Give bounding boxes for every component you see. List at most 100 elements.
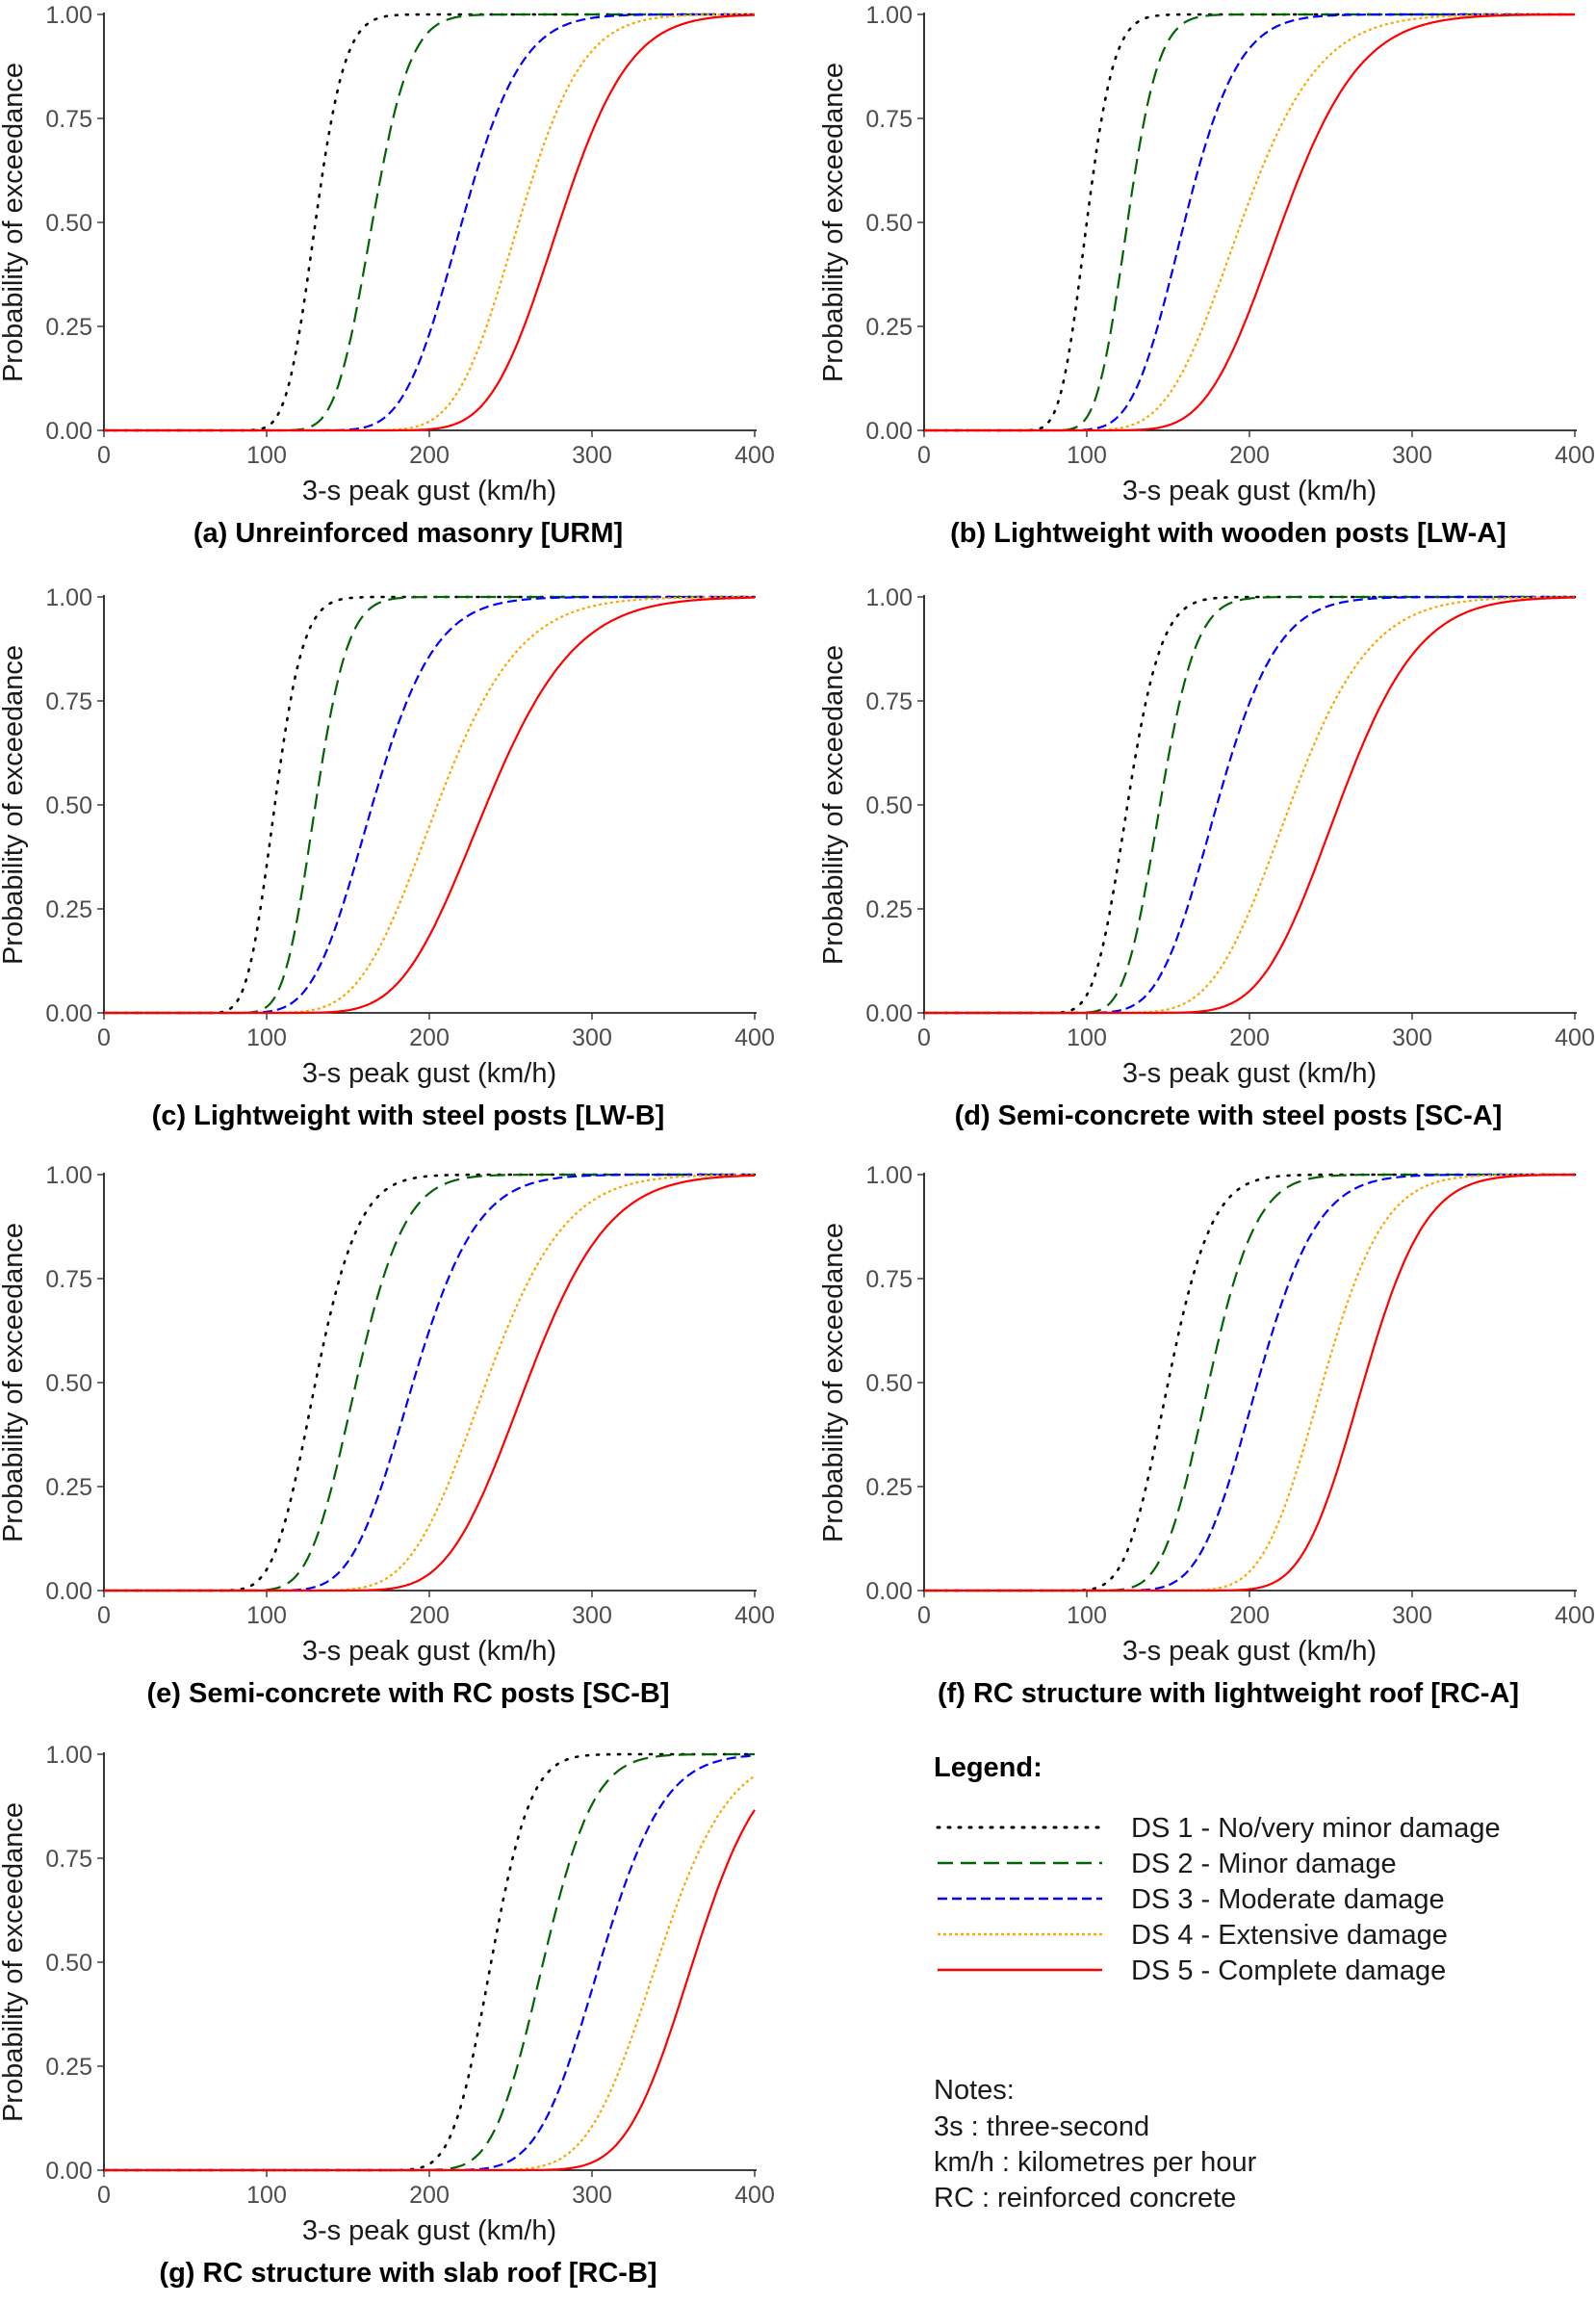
curve-ds3 xyxy=(924,595,1575,1015)
y-tick-label: 0.75 xyxy=(45,688,92,715)
x-axis-title: 3-s peak gust (km/h) xyxy=(302,476,556,506)
x-tick-label: 0 xyxy=(97,1602,111,1629)
legend-label-ds1: DS 1 - No/very minor damage xyxy=(1131,1813,1501,1844)
curve-ds1 xyxy=(102,595,757,1015)
x-tick-label: 300 xyxy=(572,442,612,469)
x-tick-label: 200 xyxy=(1229,1602,1270,1629)
x-tick-label: 0 xyxy=(917,1024,931,1051)
chart-panel-d: 0.00 0.25 0.50 0.75 1.00 0 100 200 300 400 3-s pea… xyxy=(818,584,1595,1131)
curve-ds3 xyxy=(104,1173,755,1592)
legend-items: DS 1 - No/very minor damage DS 2 - Minor … xyxy=(936,1813,1501,1986)
chart-panel-e: 0.00 0.25 0.50 0.75 1.00 0 100 200 300 400 3-s pea… xyxy=(0,1162,775,1709)
y-tick-label: 0.25 xyxy=(45,314,92,341)
y-tick-label: 1.00 xyxy=(865,2,913,29)
x-tick-label: 200 xyxy=(409,2182,450,2209)
curve-ds1 xyxy=(102,13,757,432)
x-axis-title: 3-s peak gust (km/h) xyxy=(302,2215,556,2246)
panel-title: (f) RC structure with lightweight roof [… xyxy=(938,1678,1519,1709)
y-tick-label: 1.00 xyxy=(45,2,92,29)
curve-ds5 xyxy=(924,1173,1575,1592)
curve-ds4 xyxy=(924,1173,1575,1592)
y-axis-title: Probability of exceedance xyxy=(818,63,849,382)
curve-ds2 xyxy=(924,1173,1575,1592)
curve-ds5 xyxy=(104,1809,756,2172)
y-axis-title: Probability of exceedance xyxy=(0,63,29,382)
y-tick-label: 1.00 xyxy=(45,584,92,611)
x-tick-label: 400 xyxy=(734,442,775,469)
legend-box: Legend: DS 1 - No/very minor damage DS 2 … xyxy=(934,1752,1501,2213)
y-tick-label: 0.75 xyxy=(45,106,92,133)
y-axis-title: Probability of exceedance xyxy=(0,1802,29,2122)
curve-ds3 xyxy=(104,595,755,1015)
curve-ds3 xyxy=(924,13,1575,432)
y-tick-label: 0.00 xyxy=(45,2158,92,2185)
notes-title: Notes: xyxy=(934,2075,1015,2106)
y-axis-title: Probability of exceedance xyxy=(0,645,29,965)
y-tick-label: 0.50 xyxy=(45,210,92,237)
x-tick-label: 300 xyxy=(1392,442,1432,469)
curve-ds5 xyxy=(924,13,1575,432)
y-tick-label: 0.50 xyxy=(865,210,913,237)
x-tick-label: 0 xyxy=(97,2182,111,2209)
x-tick-label: 100 xyxy=(1067,1602,1107,1629)
panel-title: (b) Lightweight with wooden posts [LW-A] xyxy=(950,518,1506,549)
x-tick-label: 400 xyxy=(1555,1602,1595,1629)
y-tick-label: 1.00 xyxy=(865,584,913,611)
chart-panel-f: 0.00 0.25 0.50 0.75 1.00 0 100 200 300 400 3-s pea… xyxy=(818,1162,1595,1709)
curve-ds1 xyxy=(922,595,1577,1015)
y-tick-label: 0.75 xyxy=(45,1846,92,1873)
curve-ds5 xyxy=(924,596,1575,1015)
y-tick-label: 1.00 xyxy=(45,1162,92,1189)
curve-ds3 xyxy=(104,1754,756,2172)
legend-label-ds4: DS 4 - Extensive damage xyxy=(1131,1920,1448,1951)
y-tick-label: 0.25 xyxy=(865,314,913,341)
y-axis-title: Probability of exceedance xyxy=(818,1223,849,1542)
x-tick-label: 0 xyxy=(97,1024,111,1051)
y-tick-label: 0.00 xyxy=(45,1578,92,1605)
y-tick-label: 0.75 xyxy=(865,106,913,133)
x-axis-title: 3-s peak gust (km/h) xyxy=(1122,1058,1377,1089)
note-3s: 3s : three-second xyxy=(934,2111,1149,2142)
panel-title: (g) RC structure with slab roof [RC-B] xyxy=(159,2258,656,2289)
x-tick-label: 200 xyxy=(1229,1024,1270,1051)
legend-label-ds3: DS 3 - Moderate damage xyxy=(1131,1884,1445,1915)
curve-ds2 xyxy=(924,13,1575,432)
x-tick-label: 200 xyxy=(409,1602,450,1629)
x-tick-label: 100 xyxy=(246,2182,287,2209)
curve-ds4 xyxy=(104,595,755,1015)
y-tick-label: 0.75 xyxy=(865,688,913,715)
x-tick-label: 300 xyxy=(572,2182,612,2209)
curve-ds1 xyxy=(102,1173,757,1592)
y-tick-label: 0.25 xyxy=(45,2054,92,2081)
legend-label-ds5: DS 5 - Complete damage xyxy=(1131,1955,1446,1986)
curve-ds2 xyxy=(104,13,755,432)
y-tick-label: 0.75 xyxy=(45,1266,92,1293)
legend-label-ds2: DS 2 - Minor damage xyxy=(1131,1849,1397,1879)
y-tick-label: 0.25 xyxy=(865,896,913,923)
curve-ds2 xyxy=(104,595,755,1015)
y-tick-label: 0.00 xyxy=(45,418,92,445)
y-tick-label: 0.25 xyxy=(865,1474,913,1501)
x-tick-label: 300 xyxy=(572,1602,612,1629)
curve-ds4 xyxy=(924,13,1575,432)
x-axis-title: 3-s peak gust (km/h) xyxy=(1122,476,1377,506)
chart-panel-g: 0.00 0.25 0.50 0.75 1.00 0 100 200 300 400 3-s pea… xyxy=(0,1742,775,2289)
y-tick-label: 0.00 xyxy=(865,418,913,445)
x-tick-label: 400 xyxy=(734,1024,775,1051)
y-axis-title: Probability of exceedance xyxy=(0,1223,29,1542)
curve-ds5 xyxy=(104,1174,755,1592)
panel-title: (e) Semi-concrete with RC posts [SC-B] xyxy=(147,1678,670,1709)
curve-ds5 xyxy=(104,596,755,1015)
curve-ds3 xyxy=(104,13,755,432)
legend-title: Legend: xyxy=(934,1752,1043,1783)
note-kmh: km/h : kilometres per hour xyxy=(934,2147,1257,2178)
curve-ds2 xyxy=(924,595,1575,1015)
note-rc: RC : reinforced concrete xyxy=(934,2183,1236,2213)
curve-ds2 xyxy=(104,1173,755,1592)
panel-title: (c) Lightweight with steel posts [LW-B] xyxy=(152,1100,665,1131)
chart-panel-b: 0.00 0.25 0.50 0.75 1.00 0 100 200 300 400 3-s pea… xyxy=(818,2,1595,549)
curve-ds4 xyxy=(104,1174,755,1592)
y-tick-label: 0.50 xyxy=(45,1370,92,1397)
